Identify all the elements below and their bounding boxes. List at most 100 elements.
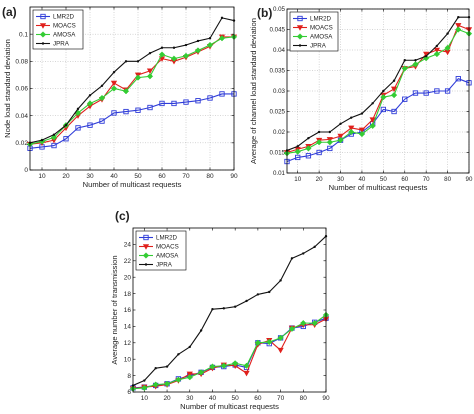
data-point	[165, 365, 169, 368]
y-tick-label: 0.02	[273, 129, 286, 136]
legend: LMR2D MOACS AMOSA JPRA	[135, 230, 187, 271]
legend-marker	[40, 13, 46, 20]
data-point	[444, 44, 451, 52]
data-point	[434, 88, 440, 94]
legend-label: AMOSA	[53, 32, 76, 39]
y-tick-label: 0.04	[273, 47, 286, 54]
data-point	[87, 122, 93, 128]
data-point	[403, 59, 406, 62]
legend: LMR2D MOACS AMOSA JPRA	[289, 11, 339, 52]
legend-marker	[298, 44, 302, 47]
data-point	[76, 107, 80, 111]
data-point	[195, 98, 201, 104]
data-point	[52, 133, 56, 136]
y-tick-label: 10	[124, 356, 132, 363]
x-axis-label: Number of multicast requests	[180, 402, 279, 411]
data-point	[268, 290, 271, 294]
data-point	[51, 142, 57, 149]
data-point	[172, 46, 176, 49]
x-tick-label: 80	[444, 176, 451, 183]
data-point	[182, 52, 190, 60]
series-jpra	[131, 235, 328, 387]
legend-label: JPRA	[156, 262, 173, 269]
data-point	[171, 100, 177, 107]
data-point	[358, 130, 366, 138]
y-tick-label: 0.02	[15, 140, 28, 147]
y-axis-label: Average number of transmission	[110, 255, 119, 364]
data-point	[146, 73, 154, 80]
y-tick-label: 20	[124, 274, 132, 281]
data-point	[40, 138, 44, 142]
y-tick-label: 0.08	[15, 59, 28, 66]
data-point	[382, 89, 385, 93]
chart-panel-2: 10 20 30 40 50 60 70 80 90 0.01 0.015 0.02 0.025 0.03…	[249, 6, 473, 192]
data-point	[75, 125, 81, 131]
x-tick-label: 70	[423, 176, 430, 183]
y-axis-label: Average of channel load standard deviati…	[249, 18, 258, 164]
x-tick-label: 80	[300, 395, 308, 402]
y-tick-label: 0.015	[270, 150, 286, 157]
data-point	[124, 60, 128, 63]
y-tick-label: 14	[124, 324, 132, 331]
data-point	[455, 26, 462, 33]
data-point	[243, 370, 250, 377]
data-point	[177, 353, 180, 356]
data-point	[380, 93, 387, 101]
data-point	[98, 94, 106, 102]
legend-marker	[142, 252, 150, 259]
legend-marker	[39, 31, 47, 38]
data-point	[444, 88, 451, 94]
y-tick-label: 18	[124, 291, 132, 298]
data-point	[211, 307, 214, 311]
data-point	[315, 139, 323, 146]
data-point	[358, 127, 366, 134]
x-tick-label: 90	[230, 173, 238, 180]
data-point	[159, 100, 165, 107]
data-point	[305, 153, 312, 159]
legend-marker	[297, 15, 303, 22]
data-point	[294, 148, 301, 155]
x-tick-label: 10	[294, 176, 301, 183]
data-point	[337, 133, 344, 140]
series-line-jpra	[29, 17, 235, 144]
chart-panel-3: 10 20 30 40 50 60 70 80 90681012141618202224LMR2…	[110, 209, 330, 411]
legend-label: LMR2D	[53, 14, 75, 21]
y-axis-label: Node load standard deviation	[3, 39, 12, 138]
legend-marker	[41, 42, 45, 45]
y-tick-label: 0.04	[15, 113, 28, 120]
x-tick-label: 50	[134, 173, 142, 180]
panel-label: (a)	[2, 5, 17, 19]
data-point	[154, 367, 157, 370]
data-point	[424, 54, 428, 58]
data-point	[423, 90, 429, 96]
x-tick-label: 80	[206, 173, 214, 180]
x-tick-label: 60	[401, 176, 408, 183]
data-point	[277, 334, 284, 342]
y-tick-label: 0.01	[273, 170, 286, 177]
data-point	[316, 149, 322, 156]
legend-marker	[296, 33, 304, 40]
series-line-jpra	[286, 16, 469, 151]
legend-label: MOACS	[156, 244, 179, 251]
data-point	[170, 55, 178, 62]
data-point	[327, 145, 333, 152]
data-point	[446, 32, 449, 35]
data-point	[390, 91, 398, 99]
data-point	[302, 252, 305, 255]
legend: LMR2D MOACS AMOSA JPRA	[32, 9, 84, 50]
data-point	[256, 293, 260, 296]
data-point	[245, 299, 248, 303]
data-point	[390, 86, 398, 93]
data-point	[455, 23, 462, 29]
panel-label: (c)	[115, 209, 130, 223]
data-point	[184, 43, 188, 47]
y-tick-label: 22	[124, 258, 132, 265]
data-point	[219, 91, 225, 97]
x-tick-label: 30	[86, 173, 94, 180]
data-point	[295, 154, 301, 161]
legend-label: MOACS	[310, 25, 333, 32]
data-point	[175, 376, 182, 383]
data-point	[254, 339, 262, 346]
x-tick-label: 10	[38, 173, 46, 180]
data-point	[123, 108, 129, 115]
